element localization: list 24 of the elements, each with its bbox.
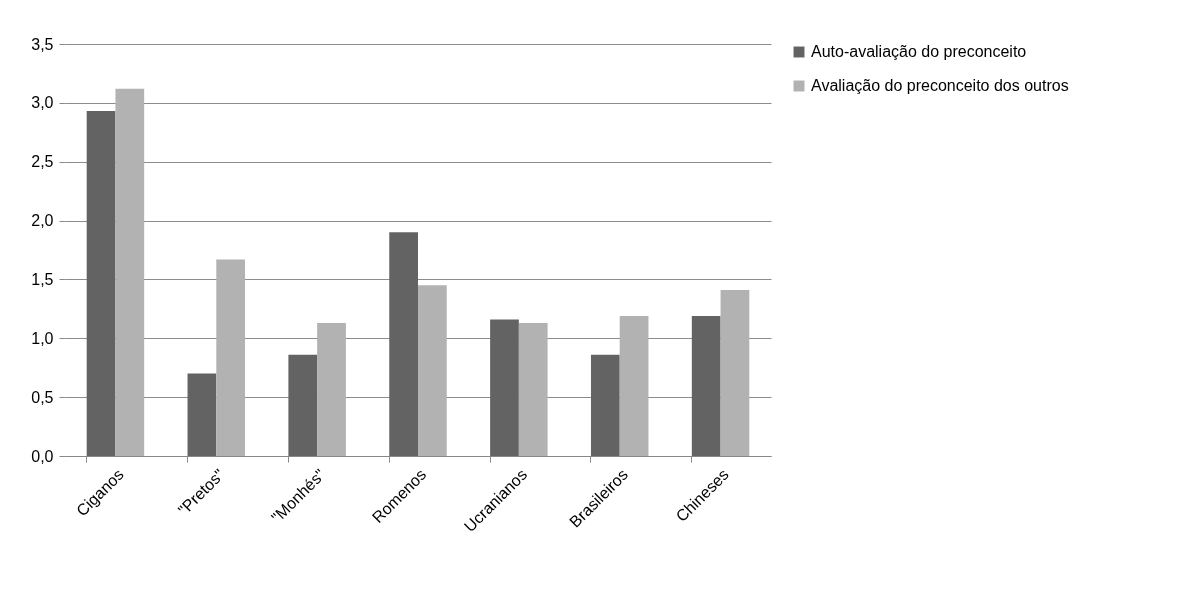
legend-label: Avaliação do preconceito dos outros — [811, 77, 1069, 94]
y-tick-label: 3,5 — [31, 35, 54, 53]
bar — [720, 290, 750, 456]
y-tick-label: 2,0 — [31, 212, 54, 230]
bar — [288, 354, 318, 456]
bar — [317, 322, 346, 456]
y-tick-label: 0,0 — [31, 447, 54, 465]
y-tick-label: 1,0 — [31, 329, 54, 347]
legend-label: Auto-avaliação do preconceito — [811, 43, 1027, 60]
y-tick-label: 2,5 — [31, 153, 54, 171]
bar — [619, 315, 649, 456]
bar — [490, 319, 519, 456]
y-tick-label: 1,5 — [31, 270, 54, 288]
bar — [590, 354, 620, 456]
bar — [691, 315, 721, 456]
bar — [418, 285, 447, 456]
bar — [86, 111, 116, 456]
bar — [187, 373, 217, 456]
bar — [518, 322, 548, 456]
bar — [389, 232, 418, 456]
bar — [216, 259, 246, 456]
y-tick-label: 0,5 — [31, 388, 54, 406]
y-tick-label: 3,0 — [31, 94, 54, 112]
bar — [115, 88, 145, 456]
